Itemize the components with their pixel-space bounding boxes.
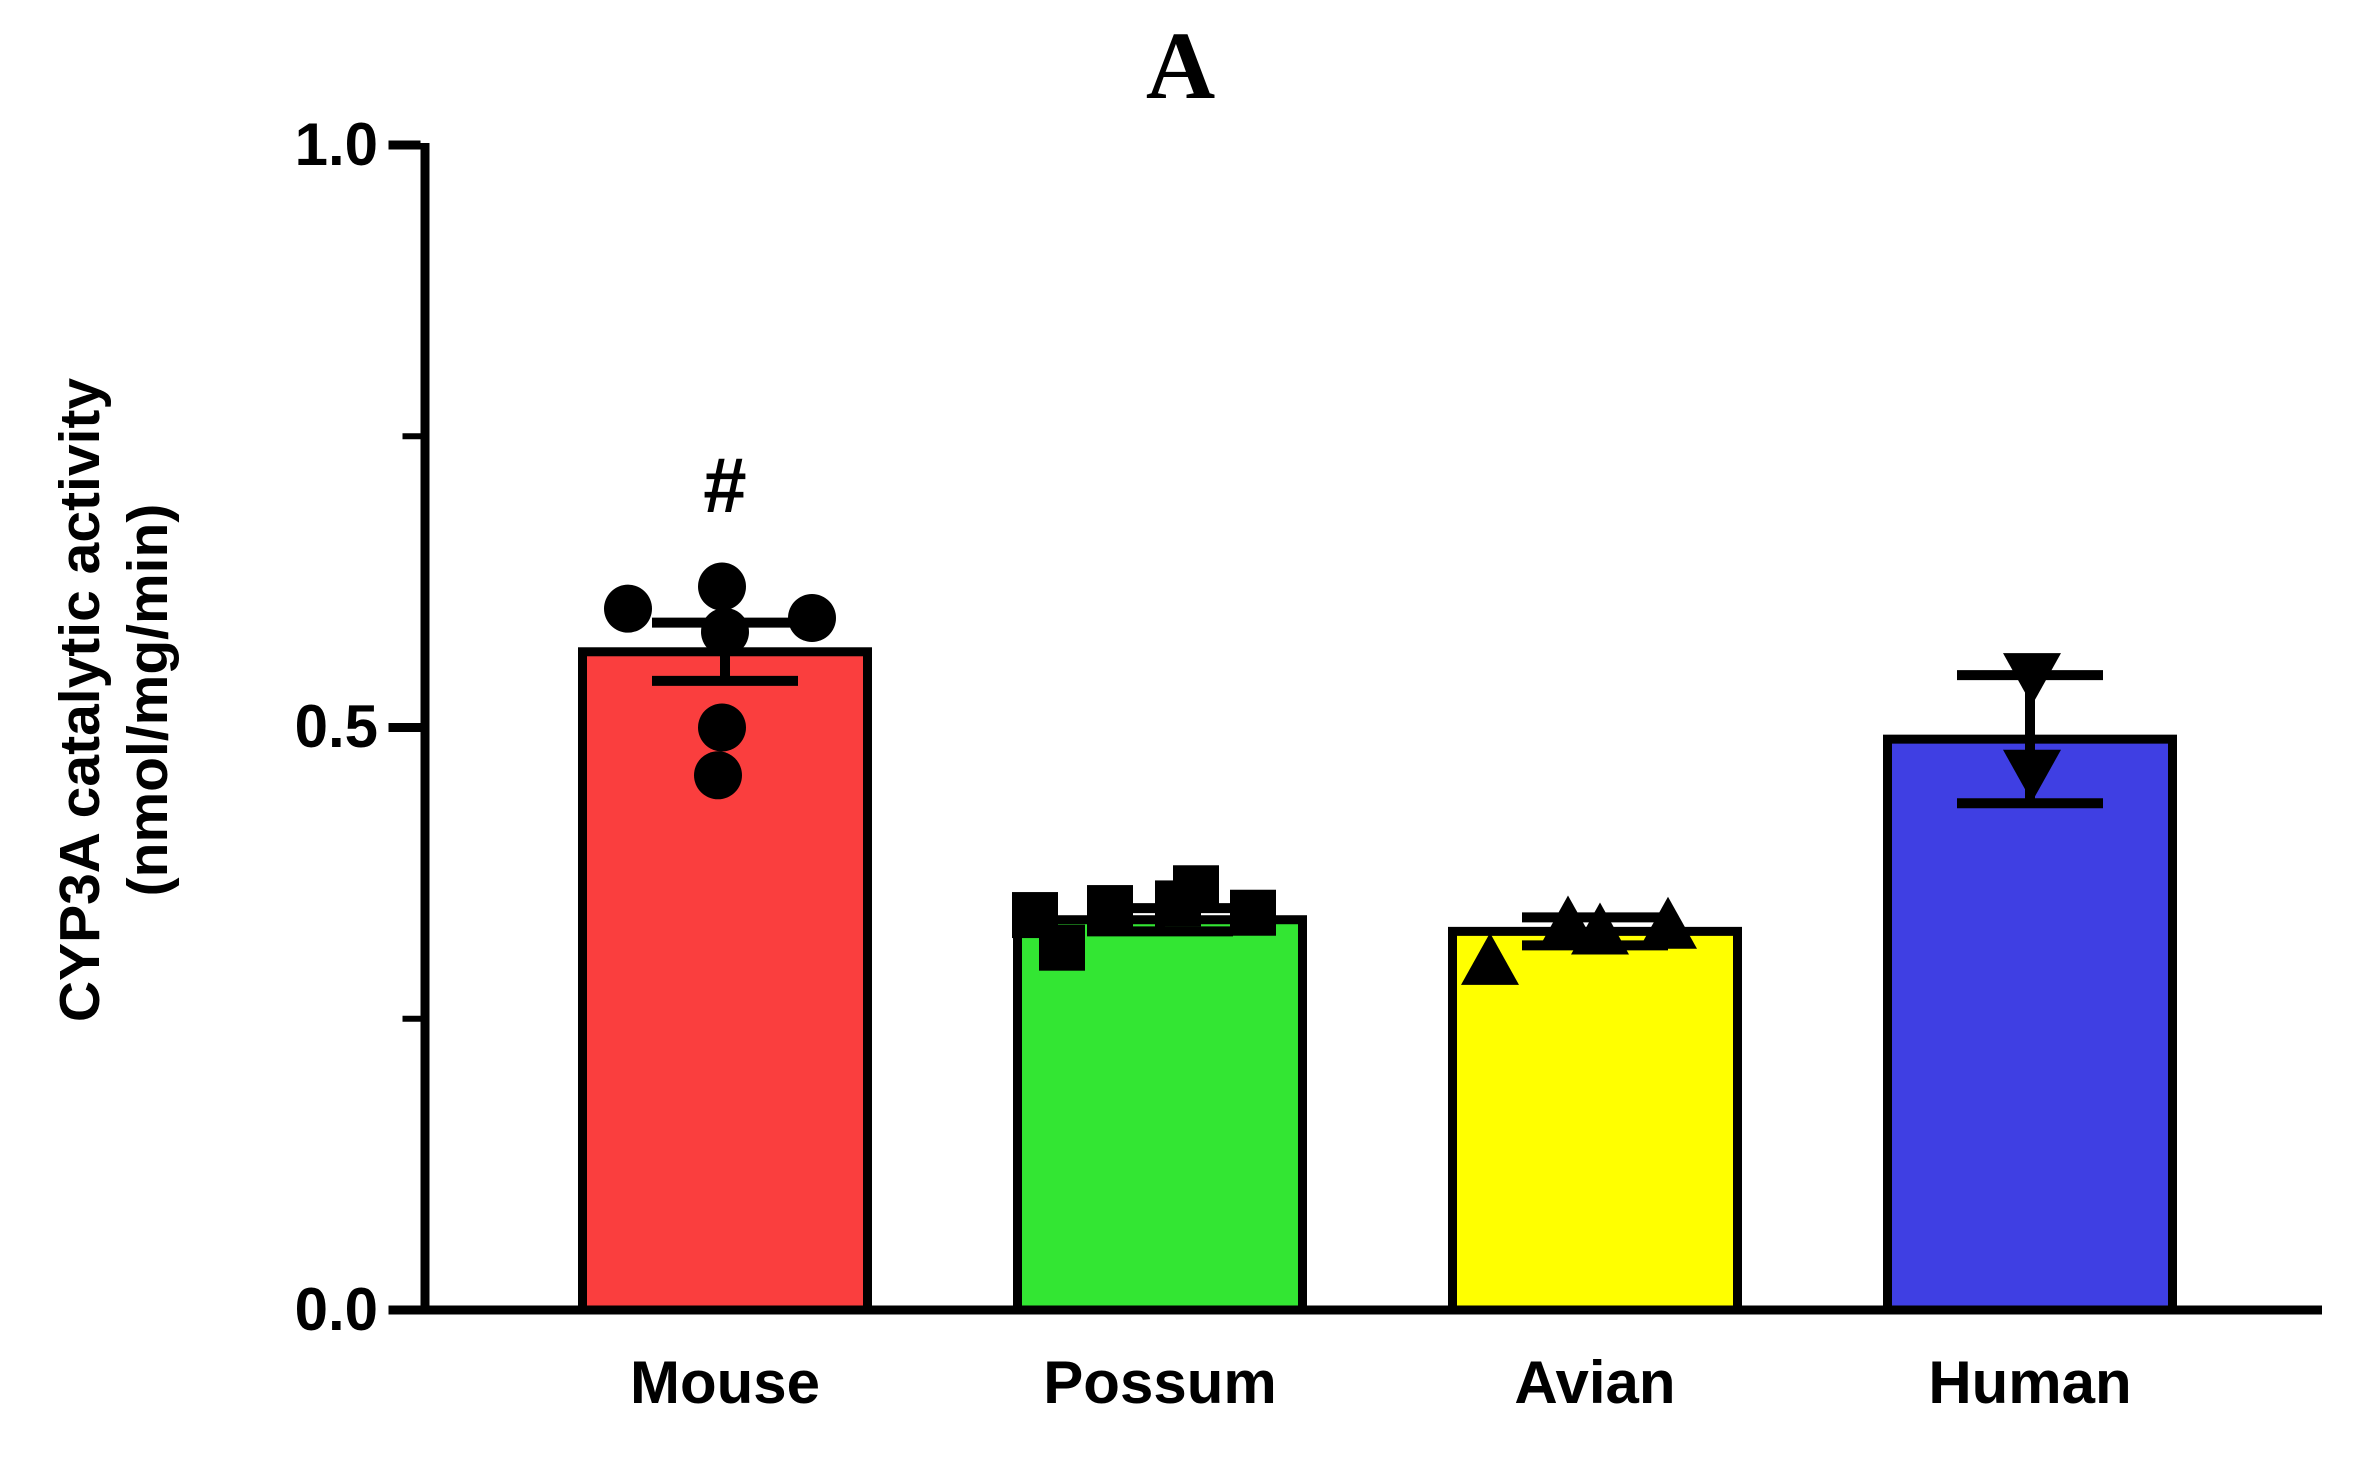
data-point-mouse xyxy=(698,562,746,611)
y-tick-label-1-0: 1.0 xyxy=(294,111,378,178)
data-point-avian xyxy=(1639,896,1697,949)
bar-human xyxy=(1883,734,2177,1315)
data-point-mouse xyxy=(698,703,746,752)
data-point-mouse xyxy=(694,751,742,800)
x-category-label-avian: Avian xyxy=(1514,1349,1676,1416)
y-tick-label-0-0: 0.0 xyxy=(294,1276,378,1343)
bar-avian xyxy=(1448,926,1742,1315)
data-point-possum xyxy=(1230,889,1276,936)
data-point-human xyxy=(2003,653,2061,706)
data-point-possum xyxy=(1087,885,1133,932)
panel-label: A xyxy=(1145,12,1216,119)
data-point-avian xyxy=(1571,902,1629,955)
significance-annotation: # xyxy=(703,441,747,529)
data-point-avian xyxy=(1461,932,1519,985)
data-point-human xyxy=(2003,749,2061,802)
data-point-mouse xyxy=(788,593,836,642)
data-point-possum xyxy=(1173,865,1219,912)
x-category-label-possum: Possum xyxy=(1043,1349,1277,1416)
data-point-possum xyxy=(1039,924,1085,971)
y-tick-label-0-5: 0.5 xyxy=(294,693,378,760)
data-point-mouse xyxy=(701,607,749,656)
y-axis-label-line1: CYP3A catalytic activity xyxy=(48,377,112,1023)
x-category-label-human: Human xyxy=(1928,1349,2132,1416)
data-point-mouse xyxy=(604,584,652,633)
x-category-label-mouse: Mouse xyxy=(629,1349,821,1416)
bar-possum xyxy=(1013,915,1307,1315)
